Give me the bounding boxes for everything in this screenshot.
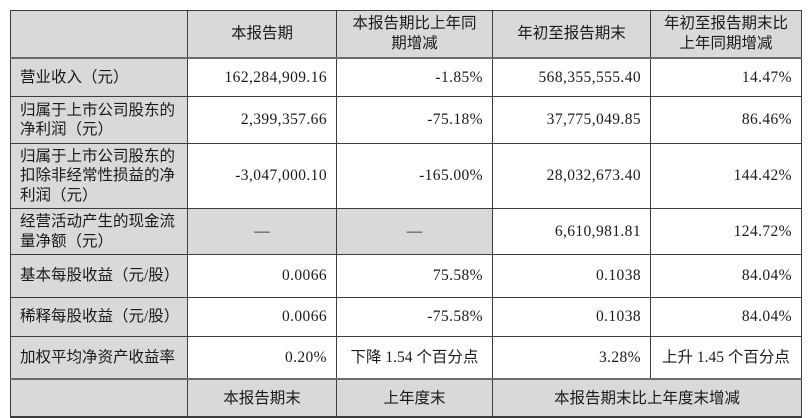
cell-current-yoy: -75.58% xyxy=(336,296,493,337)
cell-current-yoy: 75.58% xyxy=(336,253,493,298)
metric-label: 归属于上市公司股东的净利润（元） xyxy=(10,96,188,144)
footer-blank-cell xyxy=(10,378,188,418)
financial-summary-table: 本报告期 本报告期比上年同期增减 年初至报告期末 年初至报告期末比上年同期增减 … xyxy=(10,10,802,418)
cell-ytd-yoy: 144.42% xyxy=(650,142,802,210)
footer-period-end-change: 本报告期末比上年度末增减 xyxy=(492,378,802,418)
cell-current-period: 0.0066 xyxy=(187,296,337,337)
financial-summary-section: 本报告期 本报告期比上年同期增减 年初至报告期末 年初至报告期末比上年同期增减 … xyxy=(10,10,802,418)
header-current-period: 本报告期 xyxy=(187,10,337,59)
metric-label: 营业收入（元） xyxy=(10,57,188,97)
cell-current-period: 2,399,357.66 xyxy=(187,96,337,144)
table-row: 归属于上市公司股东的扣除非经常性损益的净利润（元） -3,047,000.10 … xyxy=(10,142,802,210)
cell-ytd-yoy: 14.47% xyxy=(650,57,802,97)
footer-prev-year-end: 上年度末 xyxy=(336,378,493,418)
cell-current-period: 0.0066 xyxy=(187,253,337,298)
cell-current-yoy: — xyxy=(336,208,493,255)
table-row: 加权平均净资产收益率 0.20% 下降 1.54 个百分点 3.28% 上升 1… xyxy=(10,335,802,380)
cell-current-yoy: -165.00% xyxy=(336,142,493,210)
footer-period-end: 本报告期末 xyxy=(187,378,337,418)
table-row: 营业收入（元） 162,284,909.16 -1.85% 568,355,55… xyxy=(10,57,802,97)
cell-current-yoy: -1.85% xyxy=(336,57,493,97)
cell-current-period: 0.20% xyxy=(187,335,337,380)
cell-current-period: — xyxy=(187,208,337,255)
cell-ytd: 568,355,555.40 xyxy=(492,57,651,97)
cell-current-yoy: -75.18% xyxy=(336,96,493,144)
metric-label: 基本每股收益（元/股） xyxy=(10,253,188,298)
cell-ytd: 0.1038 xyxy=(492,296,651,337)
cell-ytd-yoy: 上升 1.45 个百分点 xyxy=(650,335,802,380)
header-current-period-yoy: 本报告期比上年同期增减 xyxy=(336,10,493,59)
cell-ytd: 0.1038 xyxy=(492,253,651,298)
table-row: 经营活动产生的现金流量净额（元） — — 6,610,981.81 124.72… xyxy=(10,208,802,255)
cell-current-period: -3,047,000.10 xyxy=(187,142,337,210)
header-blank-cell xyxy=(10,10,188,59)
cell-ytd-yoy: 84.04% xyxy=(650,253,802,298)
cell-ytd: 37,775,049.85 xyxy=(492,96,651,144)
cell-ytd-yoy: 86.46% xyxy=(650,96,802,144)
cell-ytd: 3.28% xyxy=(492,335,651,380)
cell-ytd-yoy: 124.72% xyxy=(650,208,802,255)
cell-ytd-yoy: 84.04% xyxy=(650,296,802,337)
cell-ytd: 28,032,673.40 xyxy=(492,142,651,210)
cell-current-yoy: 下降 1.54 个百分点 xyxy=(336,335,493,380)
header-ytd: 年初至报告期末 xyxy=(492,10,651,59)
metric-label: 加权平均净资产收益率 xyxy=(10,335,188,380)
metric-label: 经营活动产生的现金流量净额（元） xyxy=(10,208,188,255)
table-footer-row: 本报告期末 上年度末 本报告期末比上年度末增减 xyxy=(10,378,802,418)
metric-label: 归属于上市公司股东的扣除非经常性损益的净利润（元） xyxy=(10,142,188,210)
cell-current-period: 162,284,909.16 xyxy=(187,57,337,97)
metric-label: 稀释每股收益（元/股） xyxy=(10,296,188,337)
table-row: 归属于上市公司股东的净利润（元） 2,399,357.66 -75.18% 37… xyxy=(10,96,802,144)
table-row: 基本每股收益（元/股） 0.0066 75.58% 0.1038 84.04% xyxy=(10,253,802,298)
header-ytd-yoy: 年初至报告期末比上年同期增减 xyxy=(650,10,802,59)
cell-ytd: 6,610,981.81 xyxy=(492,208,651,255)
table-header-row: 本报告期 本报告期比上年同期增减 年初至报告期末 年初至报告期末比上年同期增减 xyxy=(10,10,802,59)
table-row: 稀释每股收益（元/股） 0.0066 -75.58% 0.1038 84.04% xyxy=(10,296,802,337)
